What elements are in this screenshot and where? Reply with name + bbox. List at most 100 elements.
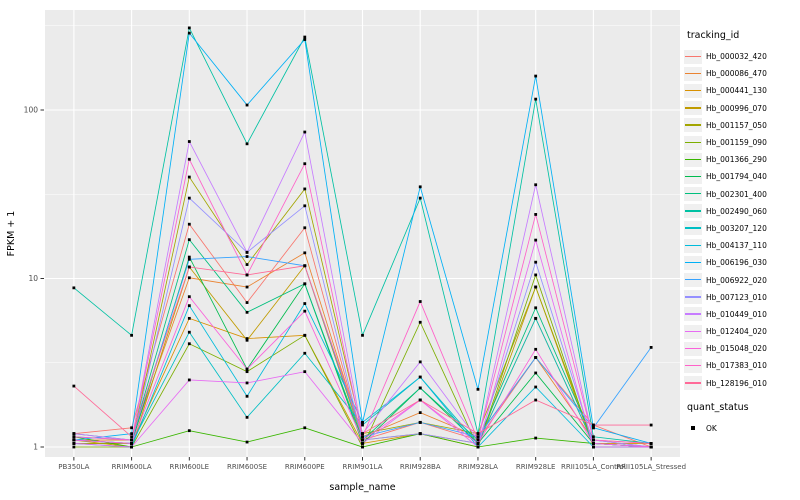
legend-item-label: Hb_000032_420 xyxy=(706,52,767,62)
legend-key-swatch xyxy=(684,66,702,81)
data-point xyxy=(187,295,191,299)
legend-title-quant-status: quant_status xyxy=(687,401,749,413)
data-point xyxy=(534,260,538,264)
data-point xyxy=(418,386,422,390)
data-point xyxy=(72,432,76,436)
legend-item: Hb_002490_060 xyxy=(684,203,799,220)
legend-item-label: Hb_003207_120 xyxy=(706,223,767,233)
legend-item: Hb_000086_470 xyxy=(684,65,799,82)
legend-key-swatch xyxy=(684,83,702,98)
data-point xyxy=(418,196,422,200)
legend-line-icon xyxy=(685,330,701,332)
data-point xyxy=(361,438,364,442)
legend-item-label: Hb_001794_040 xyxy=(706,172,767,182)
y-tick-label: 100 xyxy=(24,106,39,115)
legend-quant-items: OK xyxy=(684,420,799,437)
data-point xyxy=(361,333,364,337)
data-point xyxy=(245,250,249,254)
legend-item: Hb_002301_400 xyxy=(684,186,799,203)
legend-item-label: Hb_006196_030 xyxy=(706,258,767,268)
legend-item-label: Hb_001157_050 xyxy=(706,120,767,130)
x-tick-label: RRIM600PE xyxy=(285,463,325,471)
legend-item-label: Hb_128196_010 xyxy=(706,378,767,388)
data-point xyxy=(303,38,307,41)
legend-line-icon xyxy=(685,72,701,75)
legend-item: Hb_000996_070 xyxy=(684,100,799,117)
data-point xyxy=(130,426,133,430)
data-point xyxy=(303,204,307,208)
data-point xyxy=(245,367,249,371)
data-point xyxy=(245,103,249,107)
legend-item: Hb_001366_290 xyxy=(684,151,799,168)
data-point xyxy=(245,415,249,419)
data-point xyxy=(245,273,249,277)
x-tick-label: RRIM901LA xyxy=(342,463,382,471)
x-tick-label: PB350LA xyxy=(58,463,89,471)
data-point xyxy=(649,442,653,445)
y-tick-label: 1 xyxy=(33,443,38,452)
legend-item: Hb_006196_030 xyxy=(684,254,799,271)
legend-title-tracking-id: tracking_id xyxy=(687,30,740,41)
legend-line-icon xyxy=(685,261,701,264)
data-point xyxy=(187,157,191,161)
data-point xyxy=(592,423,595,427)
x-tick-label: RRIM600LA xyxy=(112,463,152,471)
legend-line-icon xyxy=(685,158,701,161)
legend-item-label: Hb_000996_070 xyxy=(706,103,767,113)
data-point xyxy=(476,438,480,442)
legend-key-swatch xyxy=(684,341,702,356)
legend-line-icon xyxy=(685,279,701,281)
data-point xyxy=(72,286,76,290)
legend-item: Hb_000032_420 xyxy=(684,48,799,65)
legend-line-icon xyxy=(685,347,701,350)
data-point xyxy=(72,435,76,439)
data-point xyxy=(418,320,422,324)
data-point xyxy=(418,432,422,436)
data-point xyxy=(187,26,191,30)
data-point xyxy=(303,333,307,337)
legend-key-swatch xyxy=(684,118,702,133)
legend-key-swatch xyxy=(684,358,702,373)
data-point xyxy=(187,238,191,242)
data-point xyxy=(187,222,191,226)
data-point xyxy=(534,356,538,359)
legend-line-icon xyxy=(685,210,701,212)
data-point xyxy=(245,440,249,444)
y-axis-title: FPKM + 1 xyxy=(6,211,17,257)
data-point xyxy=(418,360,422,364)
data-point xyxy=(303,35,307,39)
legend-quant-item: OK xyxy=(684,420,799,437)
data-point xyxy=(72,438,76,442)
legend-key-swatch xyxy=(684,290,702,305)
x-tick-label: RRIM600LE xyxy=(170,463,210,471)
data-point xyxy=(187,304,191,308)
legend-key-swatch xyxy=(684,101,702,116)
data-point xyxy=(303,226,307,230)
legend: tracking_id Hb_000032_420 Hb_000086_470 Hb… xyxy=(684,30,799,437)
legend-key-swatch xyxy=(684,324,702,339)
data-point xyxy=(72,384,76,388)
legend-item: Hb_007123_010 xyxy=(684,289,799,306)
legend-line-icon xyxy=(685,244,701,247)
legend-item-label: Hb_004137_110 xyxy=(706,241,767,251)
data-point xyxy=(534,306,538,310)
legend-item: Hb_001159_090 xyxy=(684,134,799,151)
data-point xyxy=(187,175,191,179)
data-point xyxy=(534,74,538,78)
data-point xyxy=(476,445,480,449)
data-point xyxy=(187,196,191,200)
data-point xyxy=(534,436,538,440)
data-point xyxy=(592,426,595,430)
data-point xyxy=(418,375,422,379)
data-point xyxy=(649,346,653,349)
data-point xyxy=(534,398,538,402)
data-point xyxy=(303,351,307,355)
data-point xyxy=(303,302,307,305)
data-point xyxy=(534,238,538,242)
data-point xyxy=(534,273,538,277)
data-point xyxy=(303,309,307,313)
data-point xyxy=(130,445,133,449)
data-point xyxy=(245,255,249,258)
legend-items: Hb_000032_420 Hb_000086_470 Hb_000441_130 H… xyxy=(684,48,799,392)
data-point xyxy=(245,301,249,304)
